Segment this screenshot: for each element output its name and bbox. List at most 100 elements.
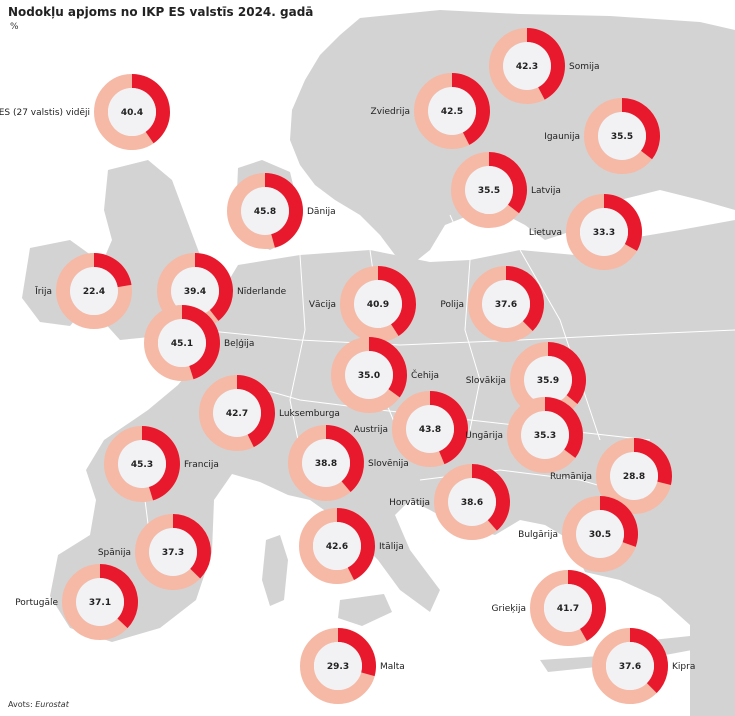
donut-share-arc (472, 464, 511, 531)
donut-share-arc (604, 194, 642, 251)
value-label: 33.3 (593, 228, 615, 238)
donut-share-arc (630, 628, 668, 694)
donut-zviedrija: 42.5 Zviedrija (371, 73, 490, 149)
country-label: Francija (184, 460, 219, 470)
donut-center (448, 478, 496, 526)
donut-center (354, 280, 402, 328)
value-label: 29.3 (327, 662, 349, 672)
donut-center (213, 389, 261, 437)
value-label: 35.0 (358, 371, 380, 381)
country-label: Igaunija (544, 132, 580, 142)
donut-center (108, 88, 156, 136)
country-label: Itālija (379, 542, 404, 552)
landmass-sicily (338, 594, 392, 626)
country-label: Portugāle (15, 598, 58, 608)
border-line (199, 329, 735, 346)
value-label: 41.7 (557, 604, 579, 614)
donut-es27: 40.4 ES (27 valstis) vidēji (0, 74, 170, 150)
value-label: 40.4 (121, 108, 143, 118)
donut-share-arc (548, 342, 586, 405)
donut-center (76, 578, 124, 626)
donut-center (314, 642, 362, 690)
donut-share-arc (369, 337, 408, 398)
country-label: Slovēnija (368, 459, 409, 469)
value-label: 35.9 (537, 376, 559, 386)
country-label: Dānija (307, 207, 336, 217)
country-label: Austrija (354, 425, 388, 435)
source-label: Avots: (8, 700, 36, 709)
donut-center (580, 208, 628, 256)
donut-center (313, 522, 361, 570)
country-label: Īrija (35, 286, 52, 297)
donut-share-arc (452, 73, 490, 145)
country-label: Vācija (309, 300, 336, 310)
donut-center (406, 405, 454, 453)
donut-center (241, 187, 289, 235)
country-label: Ungārija (465, 431, 503, 441)
donut-francija: 45.3 Francija (104, 426, 219, 502)
donut-danija: 45.8 Dānija (227, 172, 336, 249)
donut-share-arc (237, 375, 275, 448)
country-label: ES (27 valstis) vidēji (0, 108, 90, 118)
donut-cehija: 35.0 Čehija (331, 337, 439, 413)
landmass-corsica-sardinia (262, 535, 288, 606)
country-label: Zviedrija (371, 107, 410, 117)
country-label: Kipra (672, 662, 695, 672)
donut-luksemburga: 42.7 Luksemburga (199, 375, 340, 451)
donut-center (606, 642, 654, 690)
donut-rumanija: 28.8 Rumānija (550, 438, 672, 514)
value-label: 42.3 (516, 62, 538, 72)
donut-center (482, 280, 530, 328)
country-label: Grieķija (492, 604, 526, 614)
value-label: 35.5 (611, 132, 633, 142)
landmass-scandinavia (290, 10, 735, 262)
donut-share-arc (489, 152, 527, 214)
donut-bulgarija: 30.5 Bulgārija (518, 496, 639, 572)
value-label: 37.1 (89, 598, 111, 608)
value-label: 38.8 (315, 459, 337, 469)
donut-center (158, 319, 206, 367)
country-label: Rumānija (550, 472, 592, 482)
donut-share-arc (378, 266, 417, 336)
value-label: 38.6 (461, 498, 483, 508)
donut-layer: 40.4 ES (27 valstis) vidēji 42.3 Somija 42.5… (0, 28, 695, 704)
value-label: 42.5 (441, 107, 463, 117)
donut-share-arc (182, 305, 221, 380)
source-value: Eurostat (35, 700, 69, 709)
country-label: Somija (569, 62, 600, 72)
donut-slovakija: 35.9 Slovākija (466, 342, 586, 418)
donut-share-arc (622, 98, 660, 160)
donut-horvatija: 38.6 Horvātija (389, 464, 511, 540)
donut-center (118, 440, 166, 488)
donut-niderlande: 39.4 Nīderlande (157, 253, 287, 329)
donut-share-arc (132, 74, 170, 144)
value-label: 40.9 (367, 300, 389, 310)
value-label: 45.1 (171, 339, 193, 349)
donut-center (428, 87, 476, 135)
donut-share-arc (94, 253, 132, 288)
value-label: 30.5 (589, 530, 611, 540)
donut-share-arc (430, 391, 469, 465)
border-line (464, 259, 481, 431)
country-label: Slovākija (466, 376, 506, 386)
border-line (449, 214, 471, 261)
donut-center (521, 411, 569, 459)
donut-malta: 29.3 Malta (300, 628, 405, 704)
unit-label: % (10, 22, 19, 32)
country-label: Spānija (98, 548, 131, 558)
value-label: 35.5 (478, 186, 500, 196)
value-label: 42.7 (226, 409, 248, 419)
source-note: Avots: Eurostat (8, 700, 69, 709)
donut-share-arc (337, 508, 376, 580)
donut-portugale: 37.1 Portugāle (15, 564, 139, 640)
donut-italija: 42.6 Itālija (299, 508, 404, 584)
donut-austrija: 43.8 Austrija (354, 391, 469, 467)
donut-center (70, 267, 118, 315)
border-line (289, 254, 306, 451)
donut-center (544, 584, 592, 632)
donut-griekija: 41.7 Grieķija (492, 570, 606, 646)
value-label: 39.4 (184, 287, 206, 297)
country-label: Bulgārija (518, 530, 558, 540)
